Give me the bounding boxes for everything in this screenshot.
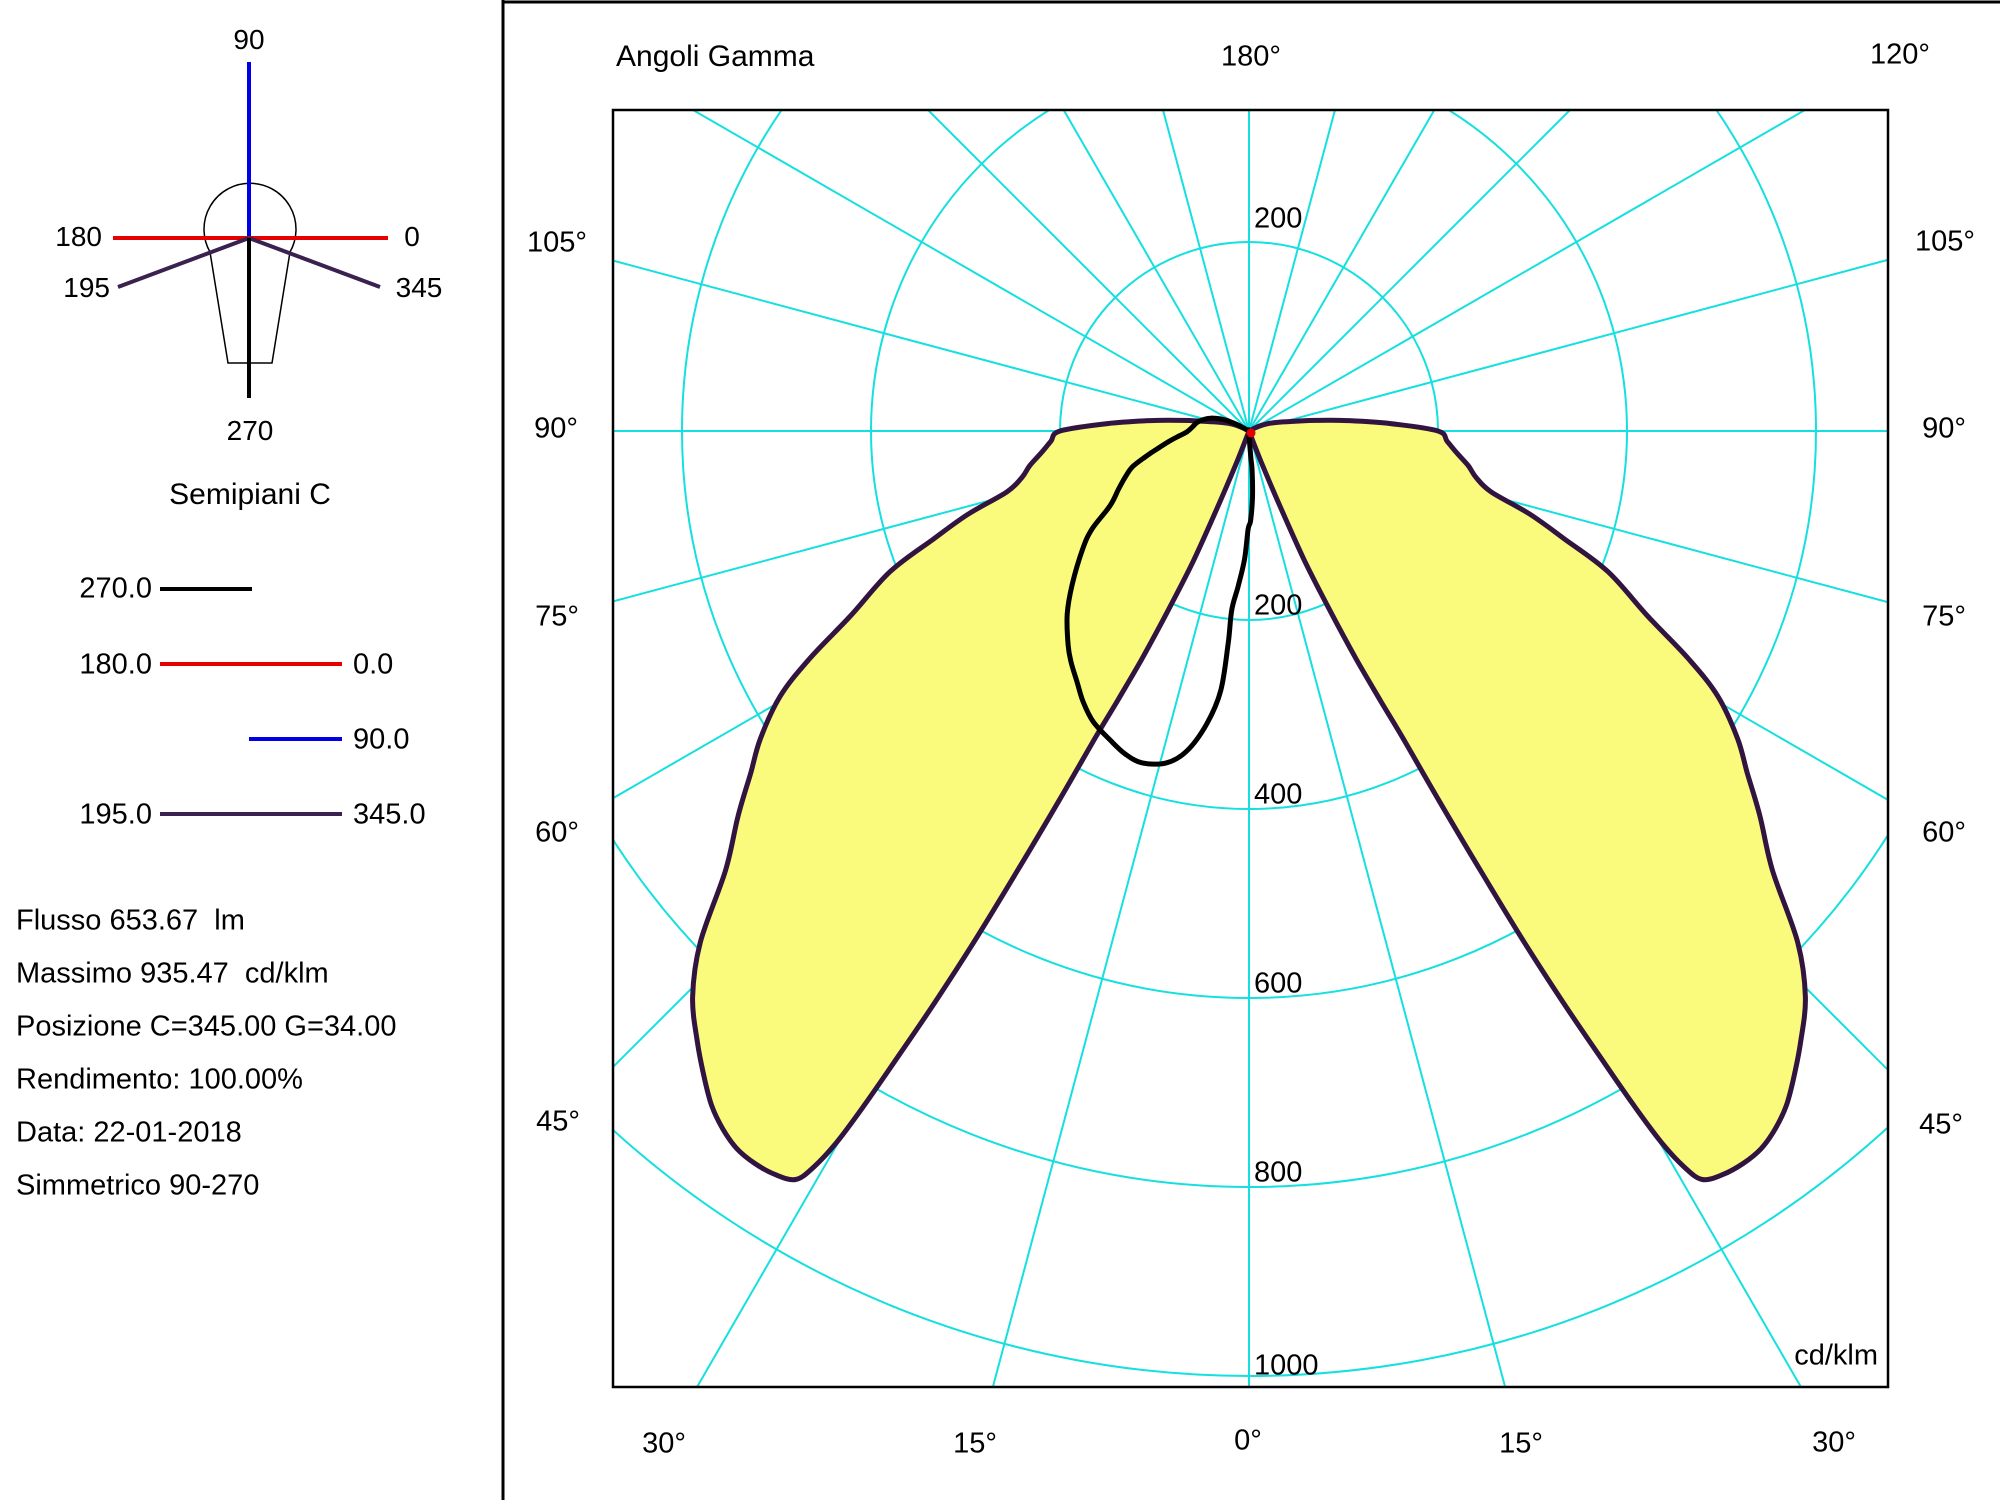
- curve-c270: [1064, 415, 1256, 767]
- info-maximum: Massimo 935.47 cd/klm: [16, 957, 329, 990]
- gamma-label-right-105: 105°: [1915, 225, 1975, 258]
- gamma-label-left-45: 45°: [536, 1105, 580, 1138]
- legend-label-195: 195.0: [79, 798, 152, 831]
- gamma-label-bottom-15r: 15°: [1499, 1427, 1543, 1460]
- plot-frame: [611, 108, 1890, 1389]
- axis-195: [117, 236, 250, 289]
- unit-label: cd/klm: [1794, 1339, 1878, 1372]
- semipiani-title: Semipiani C: [169, 478, 331, 511]
- legend-lines: [160, 587, 342, 816]
- info-position: Posizione C=345.00 G=34.00: [16, 1010, 397, 1043]
- gamma-label-left-60: 60°: [535, 816, 579, 849]
- radial-label-200: 200: [1254, 589, 1303, 622]
- axis-345: [248, 236, 381, 289]
- legend-label-180: 180.0: [79, 648, 152, 681]
- radial-label-800: 800: [1254, 1156, 1303, 1189]
- info-date: Data: 22-01-2018: [16, 1116, 242, 1149]
- orientation-label-90: 90: [233, 24, 265, 55]
- gamma-label-right-90: 90°: [1922, 412, 1966, 445]
- orientation-label-180: 180: [55, 221, 102, 252]
- info-flux: Flusso 653.67 lm: [16, 904, 245, 937]
- gamma-label-bottom-30r: 30°: [1812, 1426, 1856, 1459]
- legend-label-0: 0.0: [353, 648, 394, 681]
- gamma-label-right-60: 60°: [1922, 816, 1966, 849]
- legend-label-90: 90.0: [353, 723, 410, 756]
- curve-c195: [690, 417, 1253, 1183]
- orientation-label-0: 0: [404, 221, 420, 252]
- orientation-label-195: 195: [63, 272, 110, 303]
- panel-border: [501, 0, 2000, 1500]
- radial-label-200-top: 200: [1254, 202, 1303, 235]
- gamma-label-bottom-15l: 15°: [953, 1427, 997, 1460]
- gamma-label-left-105: 105°: [527, 226, 587, 259]
- gamma-label-bottom-30l: 30°: [642, 1427, 686, 1460]
- legend-label-345: 345.0: [353, 798, 426, 831]
- gamma-label-left-90: 90°: [534, 412, 578, 445]
- info-symmetry: Simmetrico 90-270: [16, 1169, 260, 1202]
- gamma-label-left-75: 75°: [535, 600, 579, 633]
- curve-c345: [1245, 417, 1808, 1183]
- orientation-label-345: 345: [395, 272, 443, 303]
- gamma-label-top-180: 180°: [1221, 40, 1281, 73]
- radial-label-600: 600: [1254, 967, 1303, 1000]
- chart-title: Angoli Gamma: [616, 40, 815, 73]
- gamma-label-bottom-0: 0°: [1234, 1424, 1262, 1457]
- curve-c0-180-pole-dot: [1246, 428, 1256, 438]
- gamma-label-right-45: 45°: [1919, 1108, 1963, 1141]
- radial-label-400: 400: [1254, 778, 1303, 811]
- gamma-label-top-120: 120°: [1870, 38, 1930, 71]
- info-efficiency: Rendimento: 100.00%: [16, 1063, 303, 1096]
- intensity-curves: [690, 415, 1808, 1183]
- radial-label-1000: 1000: [1254, 1349, 1319, 1382]
- semipiani-diagram: [113, 62, 388, 398]
- gamma-label-right-75: 75°: [1922, 600, 1966, 633]
- legend-label-270: 270.0: [79, 572, 152, 605]
- orientation-label-270: 270: [226, 415, 274, 446]
